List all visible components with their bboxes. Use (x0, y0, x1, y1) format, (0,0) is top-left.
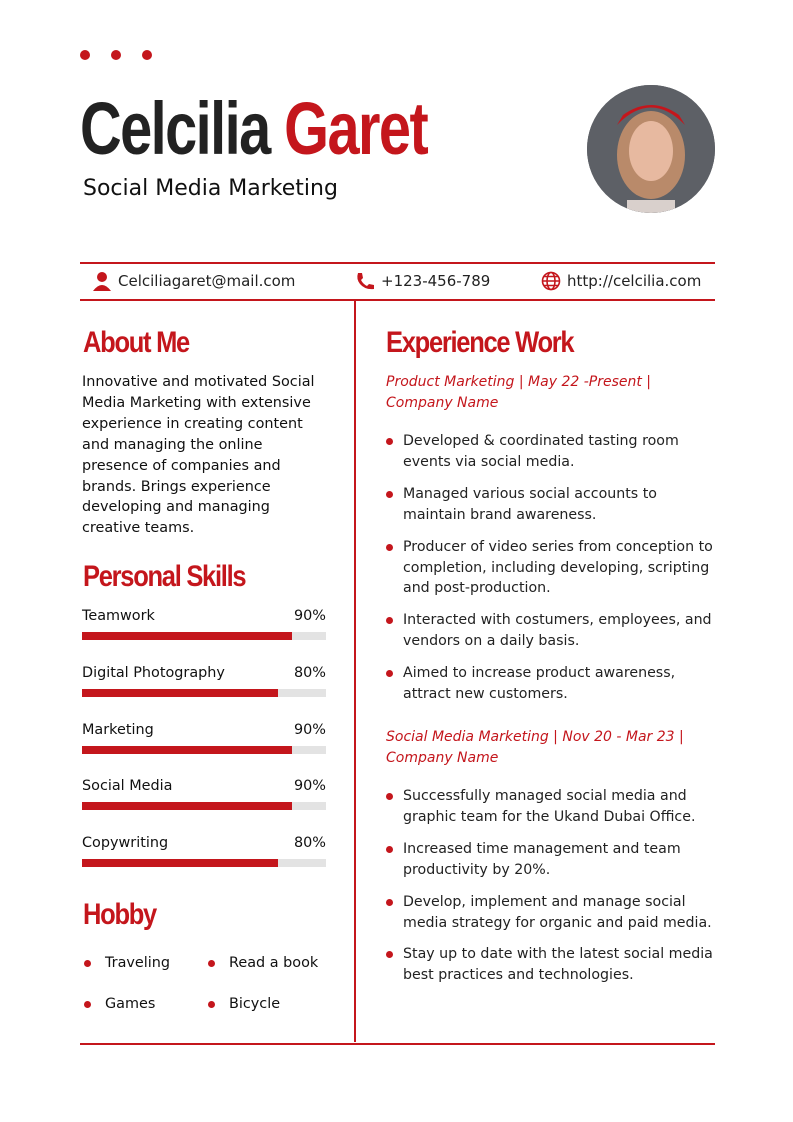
skill-percent: 90% (294, 608, 326, 624)
skill-label: Digital Photography (82, 664, 225, 681)
experience-list: Product Marketing | May 22 -Present | Co… (386, 372, 721, 997)
phone-text: +123-456-789 (381, 272, 491, 290)
divider (80, 1043, 715, 1045)
decor-dot (80, 50, 90, 60)
hobby-label: Traveling (105, 955, 171, 971)
bullet-text: Aimed to increase product awareness, att… (403, 665, 676, 703)
skill-item: Marketing 90% (82, 722, 326, 754)
job-role: Social Media Marketing | Nov 20 - Mar 23… (386, 728, 684, 766)
skills-heading: Personal Skills (83, 560, 247, 593)
divider (80, 262, 715, 264)
skill-label: Teamwork (82, 608, 155, 624)
job-entry: Product Marketing | May 22 -Present | Co… (386, 372, 721, 705)
skill-bar-fill (82, 802, 292, 811)
bullet (386, 792, 393, 800)
skill-percent: 80% (294, 835, 326, 852)
hobby-label: Read a book (229, 955, 319, 971)
skill-item: Social Media 90% (82, 778, 326, 811)
about-text: Innovative and motivated Social Media Ma… (82, 374, 315, 537)
bullet-text: Developed & coordinated tasting room eve… (403, 433, 679, 470)
skill-bar-fill (82, 745, 292, 754)
skill-bar (82, 745, 326, 754)
job-entry: Social Media Marketing | Nov 20 - Mar 23… (386, 727, 721, 986)
column-divider (354, 300, 356, 1042)
job-bullet: Managed various social accounts to maint… (386, 484, 721, 526)
contact-email[interactable]: Celciliagaret@mail.com (92, 271, 295, 291)
job-bullet: Producer of video series from conception… (386, 537, 721, 600)
skill-bar (82, 688, 326, 697)
skill-item: Digital Photography 80% (82, 665, 326, 697)
skill-bar-fill (82, 859, 279, 868)
skill-percent: 90% (294, 778, 326, 795)
decor-dot (111, 50, 121, 60)
bullet-text: Stay up to date with the latest social m… (403, 946, 713, 984)
hobby-label: Games (105, 996, 156, 1012)
skill-bar (82, 632, 326, 640)
job-bullet: Develop, implement and manage social med… (386, 892, 721, 934)
website-text: http://celcilia.com (567, 272, 702, 290)
globe-icon (541, 271, 561, 291)
full-name: Celcilia Garet (80, 92, 429, 166)
hobby-item: Read a book (208, 955, 318, 971)
first-name: Celcilia (80, 87, 271, 170)
bullet (386, 438, 393, 445)
job-bullet: Aimed to increase product awareness, att… (386, 663, 721, 705)
bullet (84, 1000, 91, 1008)
bullet (386, 490, 393, 498)
bullet (386, 951, 393, 959)
bullet (208, 959, 215, 967)
skill-item: Teamwork 90% (82, 608, 326, 640)
bullet (386, 543, 393, 551)
hobby-item: Bicycle (208, 996, 280, 1012)
skill-percent: 80% (294, 664, 326, 681)
bullet (208, 1000, 215, 1008)
bullet-text: Successfully managed social media and gr… (403, 787, 696, 825)
job-bullet: Increased time management and team produ… (386, 839, 721, 881)
bullet (386, 898, 393, 906)
bullet-text: Managed various social accounts to maint… (403, 485, 657, 523)
contact-phone[interactable]: +123-456-789 (355, 271, 490, 291)
phone-icon (357, 273, 374, 290)
hobby-item: Traveling (84, 955, 170, 971)
skill-label: Copywriting (82, 835, 169, 852)
skill-percent: 90% (294, 721, 326, 738)
bullet (84, 959, 91, 967)
bullet-text: Interacted with costumers, employees, an… (403, 612, 712, 650)
bullet-text: Develop, implement and manage social med… (403, 893, 712, 931)
email-text: Celciliagaret@mail.com (118, 272, 296, 290)
bullet (386, 845, 393, 853)
hobby-label: Bicycle (229, 996, 281, 1012)
skill-bar (82, 802, 326, 811)
bullet-text: Increased time management and team produ… (403, 840, 681, 878)
divider (80, 299, 715, 301)
contact-website[interactable]: http://celcilia.com (541, 271, 701, 291)
skill-item: Copywriting 80% (82, 835, 326, 868)
skill-bar-fill (82, 632, 292, 640)
decor-dot (142, 50, 152, 60)
job-role: Product Marketing | May 22 -Present | Co… (386, 374, 652, 411)
job-title: Social Media Marketing (83, 176, 338, 201)
hobby-heading: Hobby (83, 898, 157, 931)
person-icon (93, 272, 111, 291)
about-heading: About Me (83, 326, 190, 359)
bullet (386, 670, 393, 678)
skill-label: Marketing (82, 721, 154, 738)
skill-bar (82, 859, 326, 868)
experience-heading: Experience Work (386, 326, 575, 359)
job-bullet: Developed & coordinated tasting room eve… (386, 431, 721, 473)
job-bullet: Stay up to date with the latest social m… (386, 944, 721, 986)
job-bullet: Interacted with costumers, employees, an… (386, 610, 721, 652)
bullet (386, 617, 393, 625)
profile-photo (587, 85, 715, 213)
skill-label: Social Media (82, 778, 173, 795)
skill-bar-fill (82, 688, 279, 697)
bullet-text: Producer of video series from conception… (403, 538, 713, 597)
job-bullet: Successfully managed social media and gr… (386, 786, 721, 828)
hobby-item: Games (84, 996, 155, 1012)
last-name: Garet (284, 87, 429, 170)
